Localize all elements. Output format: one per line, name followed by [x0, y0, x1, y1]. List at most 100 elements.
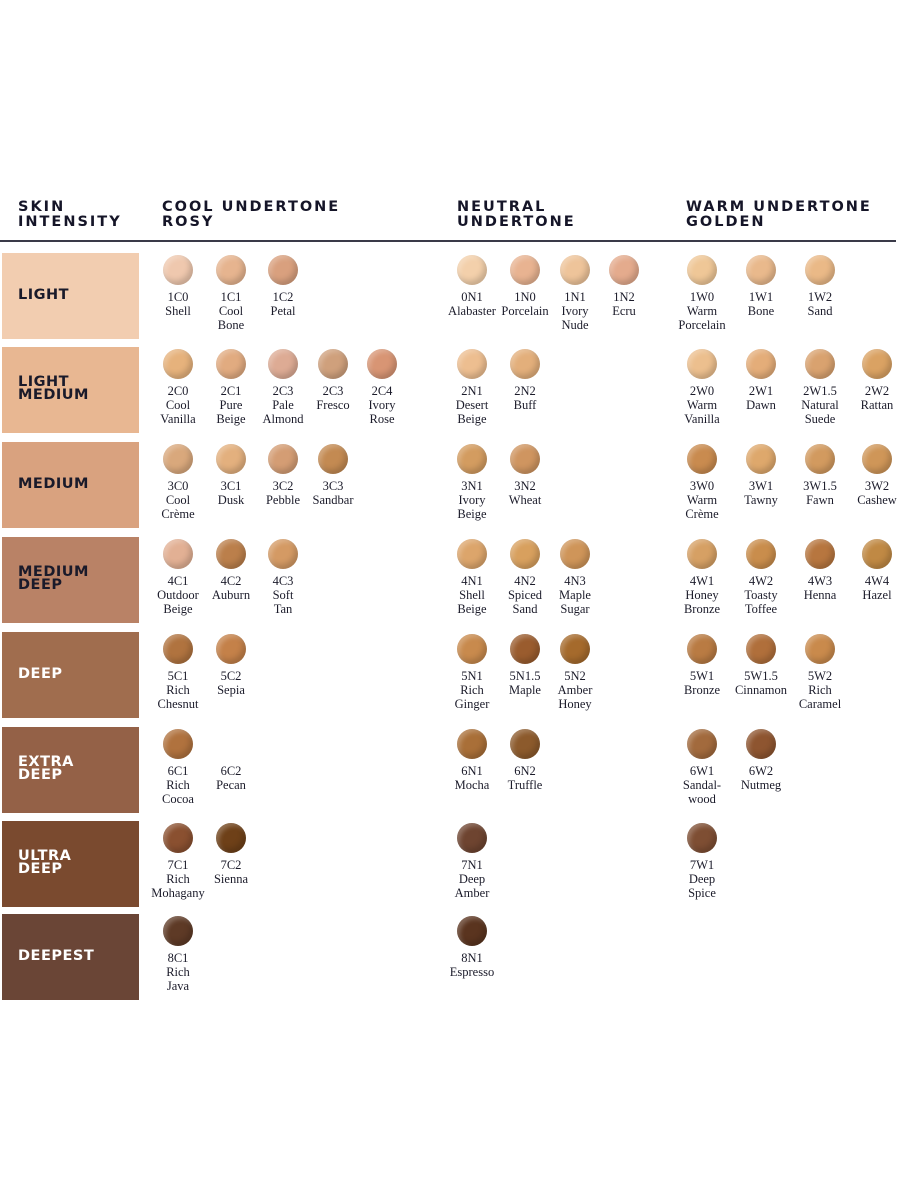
- shade-name: Pebble: [265, 493, 301, 507]
- shade-swatch: 6N2 Truffle: [485, 729, 565, 792]
- shade-color-dot: [510, 349, 540, 379]
- shade-swatch: 2N1 Desert Beige: [432, 349, 512, 426]
- shade-color-dot: [457, 444, 487, 474]
- shade-swatch: 2W2 Rattan: [837, 349, 900, 412]
- shade-code: 4C2: [220, 574, 242, 588]
- shade-code: 7N1: [461, 858, 483, 872]
- shade-swatch: 2W1.5 Natural Suede: [780, 349, 860, 426]
- shade-code: 1C2: [272, 290, 294, 304]
- shade-color-dot: [318, 349, 348, 379]
- shade-color-dot: [163, 255, 193, 285]
- shade-swatch: 4W2 Toasty Toffee: [721, 539, 801, 616]
- shade-name: Warm Porcelain: [678, 304, 726, 332]
- shade-code: 3W1.5: [803, 479, 837, 493]
- shade-name: Maple: [509, 683, 541, 697]
- shade-name: Espresso: [449, 965, 495, 979]
- shade-name: Shell Beige: [457, 588, 487, 616]
- shade-code: 7W1: [689, 858, 715, 872]
- shade-swatch: 3C1 Dusk: [191, 444, 271, 507]
- shade-code: 2C3: [272, 384, 294, 398]
- shade-swatch: 3W2 Cashew: [837, 444, 900, 507]
- shade-code: 2C3: [322, 384, 344, 398]
- shade-swatch: 1C0 Shell: [138, 255, 218, 318]
- shade-code: 1W2: [807, 290, 833, 304]
- shade-color-dot: [163, 916, 193, 946]
- shade-color-dot: [216, 255, 246, 285]
- shade-name: Maple Sugar: [559, 588, 591, 616]
- shade-swatch: 4W1 Honey Bronze: [662, 539, 742, 616]
- header-neutral-undertone: NEUTRAL UNDERTONE: [457, 199, 576, 230]
- shade-swatch: 1C2 Petal: [243, 255, 323, 318]
- shade-name: Honey Bronze: [683, 588, 721, 616]
- header-warm-undertone: WARM UNDERTONE GOLDEN: [686, 199, 872, 230]
- shade-color-dot: [318, 444, 348, 474]
- shade-name: Rich Caramel: [798, 683, 842, 711]
- shade-swatch: 3C3 Sandbar: [293, 444, 373, 507]
- shade-color-dot: [510, 634, 540, 664]
- shade-color-dot: [457, 916, 487, 946]
- shade-name: Rich Cocoa: [162, 778, 194, 806]
- shade-swatch: 1C1 Cool Bone: [191, 255, 271, 332]
- shade-color-dot: [862, 539, 892, 569]
- shade-code: 3C3: [322, 479, 344, 493]
- shade-name: Hazel: [862, 588, 892, 602]
- shade-name: Petal: [270, 304, 296, 318]
- shade-name: Sepia: [217, 683, 245, 697]
- shade-code: 3C2: [272, 479, 294, 493]
- shade-color-dot: [746, 634, 776, 664]
- intensity-label: ULTRA DEEP: [18, 848, 72, 877]
- shade-swatch: 5N1 Rich Ginger: [432, 634, 512, 711]
- shade-code: 1C0: [167, 290, 189, 304]
- shade-swatch: 6N1 Mocha: [432, 729, 512, 792]
- shade-color-dot: [746, 255, 776, 285]
- shade-code: 4W4: [864, 574, 890, 588]
- shade-name: Natural Suede: [801, 398, 839, 426]
- shade-color-dot: [457, 823, 487, 853]
- shade-name: Fresco: [316, 398, 350, 412]
- intensity-label: EXTRA DEEP: [18, 754, 74, 783]
- shade-name: Toasty Toffee: [744, 588, 778, 616]
- shade-code: 3C1: [220, 479, 242, 493]
- shade-swatch: 6C2 Pecan: [191, 729, 271, 792]
- shade-swatch: 2C1 Pure Beige: [191, 349, 271, 426]
- shade-color-dot: [163, 539, 193, 569]
- shade-color-dot: [510, 729, 540, 759]
- shade-swatch: 1W1 Bone: [721, 255, 801, 318]
- shade-code: 4C1: [167, 574, 189, 588]
- shade-code: 2W0: [689, 384, 715, 398]
- shade-color-dot: [805, 444, 835, 474]
- shade-code: 5W2: [807, 669, 833, 683]
- shade-name: Rich Mohagany: [151, 872, 205, 900]
- shade-swatch: 3W1.5 Fawn: [780, 444, 860, 507]
- shade-swatch: 4C1 Outdoor Beige: [138, 539, 218, 616]
- shade-swatch: 5W1.5 Cinnamon: [721, 634, 801, 697]
- shade-color-dot: [687, 634, 717, 664]
- shade-name: Rich Ginger: [454, 683, 490, 711]
- shade-color-dot: [746, 349, 776, 379]
- shade-code: 5N2: [564, 669, 586, 683]
- shade-name: Bronze: [683, 683, 721, 697]
- shade-name: Rich Java: [166, 965, 190, 993]
- shade-color-dot: [609, 255, 639, 285]
- shade-swatch: 1N0 Porcelain: [485, 255, 565, 318]
- shade-color-dot: [510, 444, 540, 474]
- shade-swatch: 2W1 Dawn: [721, 349, 801, 412]
- shade-name: Dawn: [746, 398, 776, 412]
- intensity-label: DEEP: [18, 665, 63, 682]
- shade-color-dot: [805, 349, 835, 379]
- shade-code: 2N2: [514, 384, 536, 398]
- shade-color-dot: [560, 255, 590, 285]
- shade-color-dot: [216, 823, 246, 853]
- shade-code: 6N2: [514, 764, 536, 778]
- shade-code: 5W1.5: [744, 669, 778, 683]
- shade-name: Mocha: [454, 778, 490, 792]
- shade-swatch: 5C2 Sepia: [191, 634, 271, 697]
- shade-color-dot: [805, 539, 835, 569]
- shade-color-dot: [687, 729, 717, 759]
- shade-code: 5C2: [220, 669, 242, 683]
- shade-code: 4W2: [748, 574, 774, 588]
- shade-name: Pure Beige: [216, 398, 246, 426]
- shade-name: Henna: [803, 588, 837, 602]
- intensity-label: MEDIUM DEEP: [18, 564, 89, 593]
- intensity-band: EXTRA DEEP: [2, 727, 139, 813]
